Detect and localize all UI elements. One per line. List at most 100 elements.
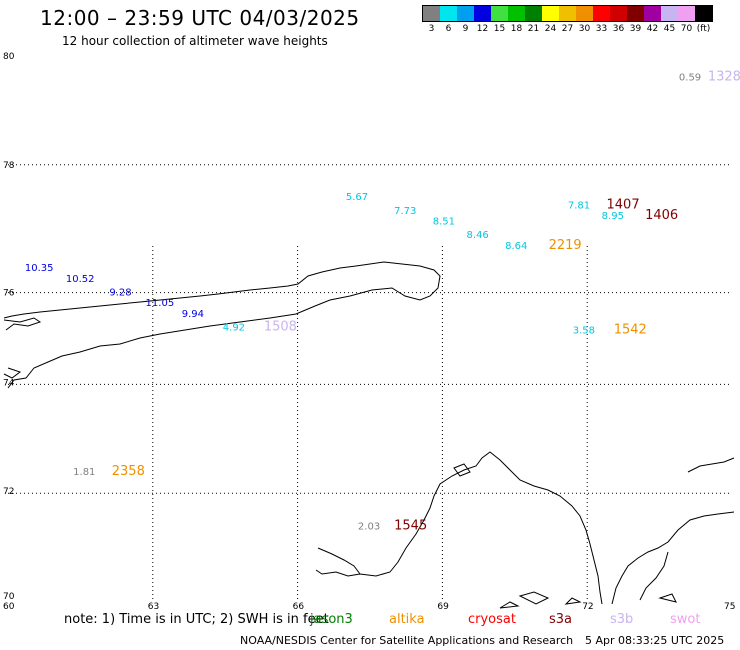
legend-label: 18 [510, 24, 523, 34]
legend-label: 24 [544, 24, 557, 34]
gydan-coast [611, 511, 735, 605]
small-island-2 [564, 597, 582, 605]
observation-time: 1407 [607, 197, 640, 212]
legend-swatch [440, 6, 457, 21]
satellite-s3a: s3a [549, 612, 573, 627]
legend-label: 42 [646, 24, 659, 34]
wave-height-value: 8.95 [602, 211, 624, 222]
legend-swatch [627, 6, 644, 21]
footer-note: note: 1) Time is in UTC; 2) SWH is in fe… [64, 612, 329, 627]
wave-height-value: 1.81 [73, 467, 95, 478]
wave-height-value: 7.73 [394, 206, 416, 217]
longitude-label: 75 [724, 602, 735, 612]
latitude-label: 70 [3, 592, 15, 602]
legend-label: 15 [493, 24, 506, 34]
legend-color-bar [422, 5, 713, 22]
wave-height-value: 9.94 [182, 309, 204, 320]
latitude-label: 72 [3, 487, 14, 497]
legend-swatch [610, 6, 627, 21]
longitude-label: 69 [437, 602, 449, 612]
legend-label: 27 [561, 24, 574, 34]
wave-height-value: 2.03 [358, 521, 380, 532]
legend-label: 30 [578, 24, 591, 34]
longitude-label: 66 [293, 602, 305, 612]
legend-swatch [695, 6, 712, 21]
legend-swatch [491, 6, 508, 21]
satellite-jason3: jason3 [310, 612, 353, 627]
legend-swatch [542, 6, 559, 21]
observation-time: 2358 [112, 464, 145, 479]
northern-tip-coast [3, 367, 22, 379]
small-island-1 [518, 591, 550, 605]
satellite-swot: swot [670, 612, 701, 627]
wave-height-value: 4.92 [223, 323, 245, 334]
legend-swatch [457, 6, 474, 21]
legend-swatch [576, 6, 593, 21]
legend-label: (ft) [696, 24, 711, 34]
wave-height-legend: 3 6 9 12 15 18 21 24 27 30 33 36 39 42 45 70 (ft) [422, 5, 713, 36]
legend-label: 36 [612, 24, 625, 34]
legend-swatch [661, 6, 678, 21]
wave-height-value: 7.81 [568, 200, 590, 211]
observation-time: 1545 [394, 518, 427, 533]
longitude-label: 72 [582, 602, 593, 612]
legend-label: 33 [595, 24, 608, 34]
legend-label: 12 [476, 24, 489, 34]
latitude-label: 74 [3, 378, 15, 388]
wave-height-value: 8.64 [505, 241, 527, 252]
legend-label: 45 [663, 24, 676, 34]
wave-height-value: 11.05 [146, 298, 175, 309]
wave-height-value: 9.28 [109, 287, 131, 298]
map-title: 12:00 – 23:59 UTC 04/03/2025 [40, 6, 360, 30]
yamal-coast [315, 451, 603, 605]
latitude-label: 80 [3, 52, 15, 62]
wave-height-value: 3.58 [573, 325, 595, 336]
legend-labels: 3 6 9 12 15 18 21 24 27 30 33 36 39 42 45 70 (ft) [422, 24, 713, 36]
legend-swatch [508, 6, 525, 21]
small-island-4 [499, 601, 520, 609]
generation-timestamp: 5 Apr 08:33:25 UTC 2025 [585, 634, 725, 647]
satellite-altika: altika [389, 612, 425, 627]
legend-swatch [525, 6, 542, 21]
lat-lon-grid [8, 164, 732, 600]
novaya-zemlya-coast [3, 261, 441, 389]
wave-height-value: 10.35 [25, 263, 54, 274]
latitude-label: 76 [3, 289, 15, 299]
observation-time: 1406 [645, 208, 678, 223]
longitude-label: 63 [148, 602, 159, 612]
wave-height-value: 8.46 [467, 230, 489, 241]
legend-swatch [644, 6, 661, 21]
observation-labels: 0.59 1328 5.67 7.73 7.81 1407 8.51 8.95 1406 8.46… [25, 69, 740, 533]
map-subtitle: 12 hour collection of altimeter wave hei… [62, 34, 328, 48]
belyy-island-coast [453, 463, 471, 477]
satellite-s3b: s3b [610, 612, 634, 627]
observation-time: 1328 [708, 69, 740, 84]
legend-swatch [593, 6, 610, 21]
legend-swatch [474, 6, 491, 21]
novaya-zemlya-south-coast [3, 317, 42, 331]
legend-label: 39 [629, 24, 642, 34]
legend-swatch [678, 6, 695, 21]
small-island-3 [658, 593, 677, 603]
wave-height-value: 5.67 [346, 192, 368, 203]
legend-label: 21 [527, 24, 540, 34]
legend-label: 3 [428, 24, 435, 34]
credit-line: NOAA/NESDIS Center for Satellite Applica… [240, 634, 574, 647]
observation-time: 1508 [264, 320, 297, 335]
observation-time: 2219 [549, 238, 582, 253]
wave-height-value: 10.52 [66, 274, 95, 285]
legend-label: 6 [445, 24, 452, 34]
gydan-inner-coast [639, 457, 735, 601]
observation-time: 1542 [614, 322, 647, 337]
latitude-label: 78 [3, 161, 15, 171]
satellite-legend: jason3 altika cryosat s3a s3b swot [0, 612, 740, 628]
longitude-label: 60 [3, 602, 15, 612]
coastline [3, 261, 735, 609]
legend-swatch [559, 6, 576, 21]
wave-height-value: 8.51 [433, 217, 455, 228]
satellite-cryosat: cryosat [468, 612, 516, 627]
wave-height-value: 0.59 [679, 72, 701, 83]
legend-swatch [423, 6, 440, 21]
